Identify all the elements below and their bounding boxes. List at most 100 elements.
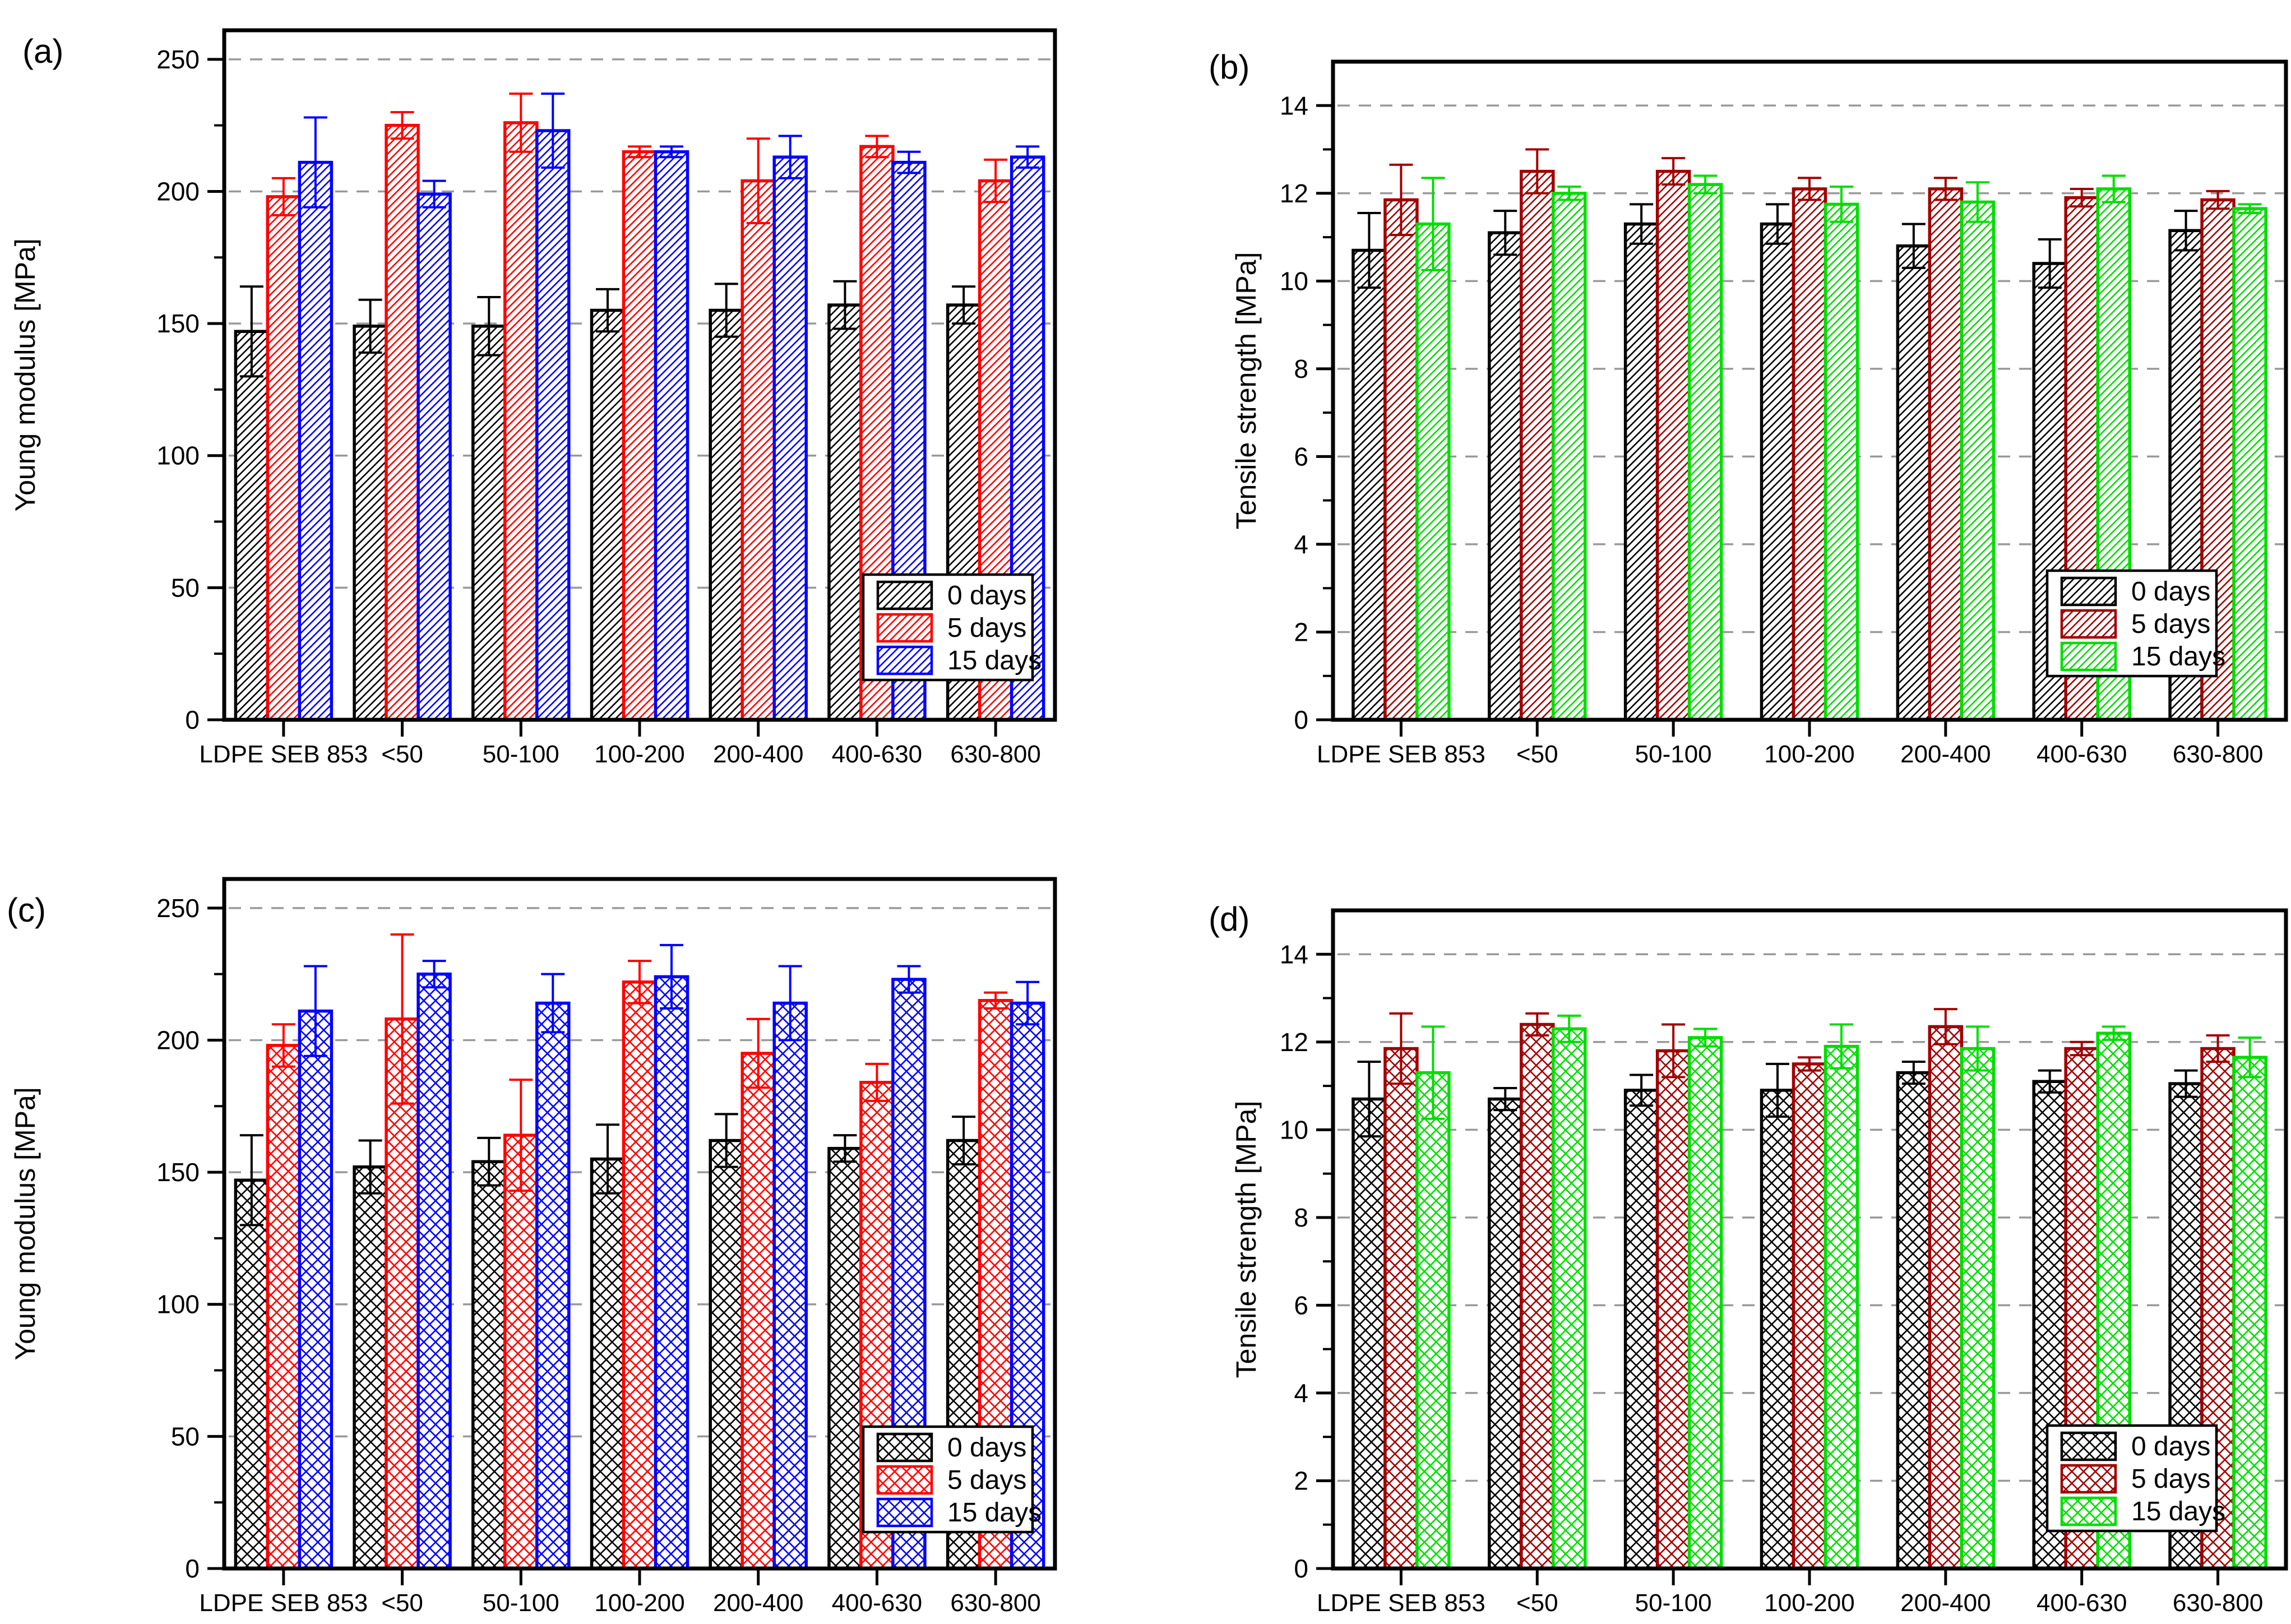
error-bar (1357, 212, 1381, 289)
bar-15days-50-100 (535, 1001, 571, 1570)
bar-0days-50-100 (471, 1160, 507, 1570)
error-bar (1661, 1023, 1686, 1079)
error-bar (596, 288, 619, 333)
y-tick-label: 8 (1294, 354, 1308, 383)
bar-15days-200-400 (772, 1001, 808, 1570)
error-bar (303, 965, 327, 1057)
error-bar (358, 1139, 382, 1195)
bar-15days-<50 (416, 972, 452, 1570)
panel-a: 0 50 100 150 200 250 LDPE SEB 853 <50 50-100 100-… (10, 28, 1057, 768)
y-tick-label: 12 (1280, 1028, 1308, 1057)
error-bar (271, 1023, 295, 1068)
y-tick-label: 2 (1294, 617, 1308, 646)
y-tick-label: 0 (1294, 1554, 1308, 1583)
error-bar (1389, 163, 1413, 237)
x-axis: LDPE SEB 853 <50 50-100 100-200 200-400 400-6… (199, 1569, 1041, 1617)
x-category-label: 400-630 (2037, 1589, 2127, 1617)
error-bar (714, 283, 738, 338)
bar-0days-200-400 (709, 308, 744, 721)
error-bar (509, 92, 533, 153)
error-bar (714, 1113, 738, 1168)
bar-15days-100-200 (1823, 202, 1859, 721)
error-bar (746, 137, 770, 225)
bar-0days-100-200 (590, 1157, 626, 1570)
bar-0days-100-200 (1760, 1089, 1795, 1570)
error-bar (1901, 223, 1926, 269)
error-bar (952, 1116, 976, 1165)
x-category-label: 630-800 (950, 1589, 1040, 1617)
bar-0days-50-100 (471, 325, 507, 721)
x-category-label: 200-400 (713, 741, 803, 768)
error-bar (984, 991, 1008, 1010)
legend-label: 0 days (2131, 577, 2210, 607)
bar-0days-LDPE-SEB-853 (1352, 248, 1387, 721)
legend-label: 0 days (2131, 1432, 2210, 1461)
error-bar (1525, 1012, 1549, 1037)
error-bar (596, 1123, 619, 1195)
legend-swatch-0days (876, 580, 933, 610)
panel-letter: (b) (1209, 48, 1249, 86)
x-category-label: 100-200 (594, 1589, 684, 1617)
y-tick-label: 200 (156, 1025, 200, 1054)
bar-15days-<50 (1552, 192, 1587, 721)
y-tick-label: 8 (1294, 1203, 1308, 1232)
y-tick-label: 4 (1294, 1378, 1308, 1408)
x-category-label: LDPE SEB 853 (199, 741, 368, 768)
bar-0days-200-400 (1896, 244, 1932, 721)
legend-swatch-0days (2060, 576, 2117, 607)
error-bar (628, 145, 651, 159)
bar-0days-<50 (1488, 1097, 1523, 1570)
y-tick-label: 0 (185, 705, 200, 734)
bar-5days-LDPE-SEB-853 (1383, 198, 1419, 721)
y-tick-label: 50 (171, 1422, 200, 1451)
error-bar (1557, 1014, 1581, 1043)
legend-label: 15 days (947, 1498, 1042, 1528)
y-tick-label: 2 (1294, 1466, 1308, 1495)
bar-5days-50-100 (1655, 169, 1691, 721)
legend-label: 5 days (947, 613, 1026, 643)
legend-swatch-15days (876, 1497, 933, 1528)
error-bar (746, 1017, 770, 1089)
y-axis-title: Young modulus [MPa] (10, 1087, 41, 1360)
error-bar (1016, 980, 1040, 1026)
error-bar (358, 298, 382, 354)
bar-0days-100-200 (590, 308, 626, 721)
y-tick-label: 12 (1280, 179, 1308, 208)
y-tick-label: 14 (1280, 91, 1308, 120)
error-bar (2102, 174, 2126, 203)
error-bar (778, 965, 802, 1042)
error-bar (984, 158, 1008, 203)
bar-0days-LDPE-SEB-853 (234, 1178, 270, 1570)
error-bar (239, 1134, 263, 1227)
bar-5days-LDPE-SEB-853 (266, 1044, 302, 1570)
panel-letter: (c) (7, 891, 46, 929)
x-category-label: 50-100 (483, 1589, 559, 1617)
error-bar (1965, 1025, 1989, 1072)
legend-swatch-5days (876, 613, 933, 643)
legend-swatch-15days (2060, 641, 2117, 672)
error-bar (865, 1062, 889, 1102)
bar-5days-50-100 (503, 1133, 539, 1570)
bar-0days-200-400 (1896, 1071, 1932, 1570)
error-bar (1798, 1056, 1821, 1072)
bar-5days-50-100 (503, 121, 539, 721)
error-bar (541, 973, 565, 1034)
bar-15days-200-400 (772, 155, 808, 721)
error-bar (1798, 177, 1821, 201)
x-category-label: LDPE SEB 853 (1317, 1589, 1485, 1617)
error-bar (1830, 1023, 1853, 1070)
bar-5days-50-100 (1655, 1049, 1691, 1570)
bar-0days-<50 (1488, 231, 1523, 721)
error-bar (2238, 203, 2262, 215)
error-bar (2102, 1025, 2126, 1041)
y-tick-label: 100 (156, 1290, 200, 1319)
legend-label: 5 days (2131, 1464, 2210, 1494)
bar-5days-200-400 (740, 179, 776, 721)
error-bar (1525, 148, 1549, 195)
bar-0days-100-200 (1760, 222, 1795, 721)
bar-5days-100-200 (622, 980, 658, 1570)
x-axis: LDPE SEB 853 <50 50-100 100-200 200-400 400-6… (199, 720, 1041, 768)
bar-0days-400-630 (827, 303, 863, 721)
y-tick-label: 250 (156, 45, 200, 74)
error-bar (390, 111, 414, 140)
